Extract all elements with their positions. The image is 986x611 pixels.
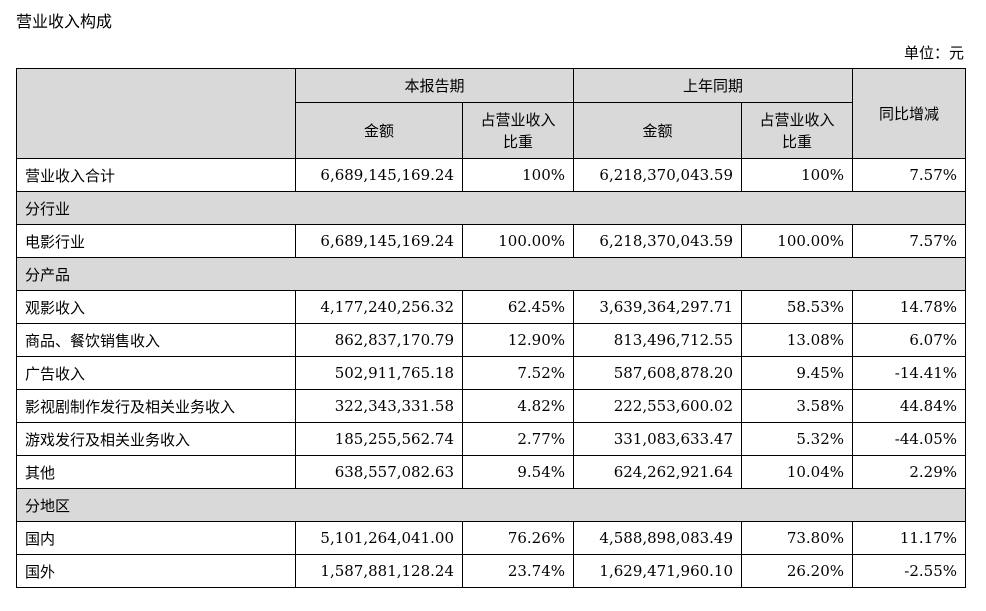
header-share-line1: 占营业收入 [480,110,556,129]
current-share-cell: 23.74% [461,554,575,588]
prior-amount-cell: 587,608,878.20 [573,356,743,390]
prior-share-cell: 26.20% [741,554,854,588]
prior-share-cell: 9.45% [741,356,854,390]
document-title: 营业收入构成 [16,12,113,31]
section-header-row: 分产品 [15,257,967,291]
row-label: 国内 [16,521,296,555]
current-share-cell: 9.54% [461,455,575,489]
current-amount-cell: 6,689,145,169.24 [295,158,463,192]
table-row: 游戏发行及相关业务收入 185,255,562.74 2.77% 331,083,63… [16,422,967,456]
prior-share-cell: 5.32% [741,422,854,456]
header-share-line2: 比重 [503,132,534,151]
section-title: 分地区 [15,488,967,522]
prior-amount-cell: 4,588,898,083.49 [573,521,743,555]
current-share-cell: 4.82% [461,389,575,423]
prior-share-cell: 58.53% [741,290,854,324]
prior-amount-cell: 1,629,471,960.10 [573,554,743,588]
current-amount-cell: 322,343,331.58 [295,389,463,423]
prior-amount-cell: 3,639,364,297.71 [573,290,743,324]
row-label: 其他 [16,455,296,489]
yoy-cell: 6.07% [852,323,967,357]
yoy-cell: 7.57% [852,158,967,192]
table-row: 观影收入 4,177,240,256.32 62.45% 3,639,364,297.… [16,290,967,324]
row-label: 商品、餐饮销售收入 [16,323,296,357]
header-share-line2: 比重 [782,132,813,151]
current-amount-cell: 6,689,145,169.24 [295,224,463,258]
prior-share-cell: 13.08% [741,323,854,357]
current-amount-cell: 185,255,562.74 [295,422,463,456]
yoy-cell: -14.41% [852,356,967,390]
section-header-row: 分地区 [15,488,967,522]
current-amount-cell: 4,177,240,256.32 [295,290,463,324]
table-row: 影视剧制作发行及相关业务收入 322,343,331.58 4.82% 222,553… [16,389,967,423]
current-share-cell: 100.00% [461,224,575,258]
current-share-cell: 7.52% [461,356,575,390]
yoy-cell: -2.55% [852,554,967,588]
current-amount-cell: 1,587,881,128.24 [295,554,463,588]
table-row: 国内 5,101,264,041.00 76.26% 4,588,898,083.49… [16,521,967,555]
section-title: 分产品 [15,257,967,291]
revenue-composition-table: 本报告期 上年同期 同比增减 金额 占营业收入 比重 金额 占营业收入 比重 营… [15,68,967,588]
yoy-cell: -44.05% [852,422,967,456]
row-label: 营业收入合计 [16,158,296,192]
yoy-cell: 2.29% [852,455,967,489]
current-amount-cell: 638,557,082.63 [295,455,463,489]
current-share-cell: 62.45% [461,290,575,324]
header-yoy: 同比增减 [852,68,967,159]
header-share-line1: 占营业收入 [759,110,835,129]
prior-share-cell: 100% [741,158,854,192]
current-share-cell: 2.77% [461,422,575,456]
prior-amount-cell: 222,553,600.02 [573,389,743,423]
total-row: 营业收入合计 6,689,145,169.24 100% 6,218,370,0… [16,158,967,192]
current-share-cell: 12.90% [461,323,575,357]
table-row: 商品、餐饮销售收入 862,837,170.79 12.90% 813,496,712… [16,323,967,357]
row-label: 广告收入 [16,356,296,390]
yoy-cell: 7.57% [852,224,967,258]
current-share-cell: 100% [461,158,575,192]
table-row: 国外 1,587,881,128.24 23.74% 1,629,471,960.10… [16,554,967,588]
current-amount-cell: 502,911,765.18 [295,356,463,390]
unit-label: 单位：元 [903,44,964,62]
current-share-cell: 76.26% [461,521,575,555]
table-row: 电影行业 6,689,145,169.24 100.00% 6,218,370,043… [16,224,967,258]
prior-amount-cell: 6,218,370,043.59 [573,224,743,258]
table-row: 广告收入 502,911,765.18 7.52% 587,608,878.20 9.4… [16,356,967,390]
current-amount-cell: 862,837,170.79 [295,323,463,357]
row-label: 影视剧制作发行及相关业务收入 [16,389,296,423]
row-label: 观影收入 [16,290,296,324]
row-label: 电影行业 [16,224,296,258]
prior-share-cell: 73.80% [741,521,854,555]
prior-amount-cell: 813,496,712.55 [573,323,743,357]
row-label: 游戏发行及相关业务收入 [16,422,296,456]
prior-share-cell: 3.58% [741,389,854,423]
yoy-cell: 44.84% [852,389,967,423]
prior-amount-cell: 624,262,921.64 [573,455,743,489]
section-title: 分行业 [15,191,967,225]
table-header: 本报告期 上年同期 同比增减 金额 占营业收入 比重 金额 占营业收入 比重 [16,68,967,159]
table-body: 营业收入合计 6,689,145,169.24 100% 6,218,370,0… [15,158,967,588]
prior-share-cell: 100.00% [741,224,854,258]
header-current-period: 本报告期 [294,68,575,103]
prior-share-cell: 10.04% [741,455,854,489]
prior-amount-cell: 331,083,633.47 [573,422,743,456]
section-header-row: 分行业 [15,191,967,225]
header-blank-cell [16,68,296,159]
header-prior-share: 占营业收入 比重 [741,102,854,159]
header-current-amount: 金额 [295,102,463,159]
header-prior-amount: 金额 [573,102,743,159]
yoy-cell: 11.17% [852,521,967,555]
row-label: 国外 [16,554,296,588]
header-current-share: 占营业收入 比重 [461,102,575,159]
current-amount-cell: 5,101,264,041.00 [295,521,463,555]
yoy-cell: 14.78% [852,290,967,324]
header-prior-period: 上年同期 [573,68,854,103]
table-row: 其他 638,557,082.63 9.54% 624,262,921.64 10.04… [16,455,967,489]
prior-amount-cell: 6,218,370,043.59 [573,158,743,192]
